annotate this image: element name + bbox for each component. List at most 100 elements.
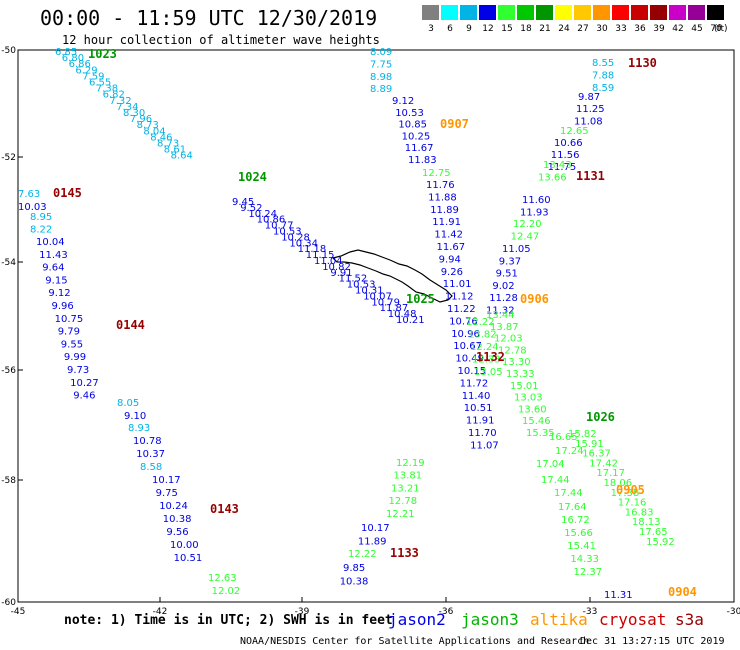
swh-reading: 12.78 [498, 345, 527, 356]
swh-reading: 7.63 [18, 189, 40, 200]
swh-reading: 9.56 [166, 527, 188, 538]
swh-reading: 11.60 [522, 195, 551, 206]
swh-reading: 10.49 [455, 354, 484, 365]
swh-reading: 9.37 [499, 256, 521, 267]
legend-swatch [669, 5, 686, 20]
swh-reading: 12.21 [386, 509, 415, 520]
swh-reading: 11.22 [447, 304, 476, 315]
swh-reading: 8.05 [117, 398, 139, 409]
swh-reading: 15.82 [568, 429, 597, 440]
swh-reading: 6.82 [103, 90, 125, 101]
swh-reading: 13.21 [391, 483, 420, 494]
y-tick-label: -50 [1, 46, 16, 56]
x-tick-label: -45 [11, 607, 26, 617]
swh-reading: 10.00 [170, 540, 199, 551]
swh-reading: 11.28 [489, 293, 518, 304]
swh-reading: 9.79 [58, 327, 80, 338]
pass-time-label: 0905 [616, 483, 645, 497]
x-tick-label: -39 [295, 607, 310, 617]
pass-time-label: 0904 [668, 585, 697, 599]
swh-reading: 11.91 [432, 217, 461, 228]
swh-reading: 9.96 [52, 301, 74, 312]
swh-reading: 8.30 [123, 108, 145, 119]
pass-time-label: 1026 [586, 410, 615, 424]
swh-reading: 15.35 [526, 428, 555, 439]
legend-swatch [593, 5, 610, 20]
swh-reading: 11.07 [470, 440, 499, 451]
swh-reading: 13.05 [474, 367, 503, 378]
swh-reading: 9.52 [240, 203, 262, 214]
swh-reading: 13.82 [468, 330, 497, 341]
swh-reading: 11.76 [426, 180, 455, 191]
swh-reading: 10.66 [554, 138, 583, 149]
swh-reading: 17.42 [589, 458, 618, 469]
pass-time-label: 0906 [520, 292, 549, 306]
swh-reading: 16.65 [549, 432, 578, 443]
swh-reading: 11.43 [39, 250, 68, 261]
pass-time-label: 0144 [116, 318, 145, 332]
swh-reading: 17.64 [558, 502, 587, 513]
swh-reading: 9.51 [496, 269, 518, 280]
swh-reading: 9.10 [124, 411, 146, 422]
swh-reading: 15.01 [510, 381, 539, 392]
legend-label: 15 [501, 24, 513, 34]
swh-reading: 8.46 [150, 132, 172, 143]
swh-reading: 9.45 [232, 197, 254, 208]
swh-reading: 12.47 [511, 231, 540, 242]
swh-reading: 9.87 [578, 92, 600, 103]
swh-reading: 11.70 [468, 428, 497, 439]
swh-reading: 11.89 [430, 205, 459, 216]
swh-reading: 10.03 [18, 202, 47, 213]
swh-reading: 8.09 [370, 47, 392, 58]
x-tick-label: -36 [439, 607, 454, 617]
swh-reading: 15.46 [522, 416, 551, 427]
legend-swatch [498, 5, 515, 20]
legend-label: 36 [634, 24, 646, 34]
swh-reading: 8.59 [592, 83, 614, 94]
swh-reading: 15.41 [567, 541, 596, 552]
pass-time-label: 1130 [628, 56, 657, 70]
swh-reading: 9.75 [156, 488, 178, 499]
swh-reading: 10.17 [152, 475, 181, 486]
swh-reading: 17.17 [596, 468, 625, 479]
swh-reading: 11.40 [462, 391, 491, 402]
legend-swatch [707, 5, 724, 20]
swh-reading: 15.66 [564, 528, 593, 539]
swh-reading: 10.86 [257, 215, 286, 226]
legend-label: 12 [482, 24, 494, 34]
swh-reading: 10.31 [355, 286, 384, 297]
swh-reading: 9.64 [42, 263, 64, 274]
legend-s3a: s3a [675, 610, 704, 629]
swh-reading: 10.38 [340, 577, 369, 588]
swh-reading: 12.03 [494, 334, 523, 345]
swh-reading: 11.67 [437, 242, 466, 253]
swh-reading: 10.96 [451, 329, 480, 340]
swh-reading: 11.01 [443, 279, 472, 290]
swh-reading: 11.88 [428, 192, 457, 203]
swh-reading: 17.24 [555, 446, 584, 457]
swh-reading: 10.79 [371, 297, 400, 308]
swh-reading: 8.73 [157, 139, 179, 150]
swh-reading: 13.87 [490, 322, 519, 333]
legend-swatch [479, 5, 496, 20]
legend-swatch [517, 5, 534, 20]
swh-reading: 18.13 [632, 517, 661, 528]
swh-reading: 10.07 [363, 291, 392, 302]
swh-reading: 12.24 [470, 342, 499, 353]
page-title: 00:00 - 11:59 UTC 12/30/2019 [40, 6, 378, 30]
y-tick-label: -52 [1, 153, 16, 163]
swh-reading: 12.20 [513, 219, 542, 230]
swh-reading: 7.34 [116, 102, 138, 113]
legend-label: 9 [466, 24, 472, 34]
map-frame [17, 49, 735, 603]
swh-reading: 10.48 [388, 309, 417, 320]
swh-reading: 17.65 [639, 527, 668, 538]
swh-reading: 18.06 [604, 478, 633, 489]
swh-reading: 11.75 [548, 162, 577, 173]
swh-reading: 8.55 [592, 58, 614, 69]
swh-reading: 11.91 [466, 416, 495, 427]
swh-reading: 13.44 [486, 310, 515, 321]
legend-label: 39 [653, 24, 665, 34]
swh-reading: 10.51 [174, 553, 203, 564]
